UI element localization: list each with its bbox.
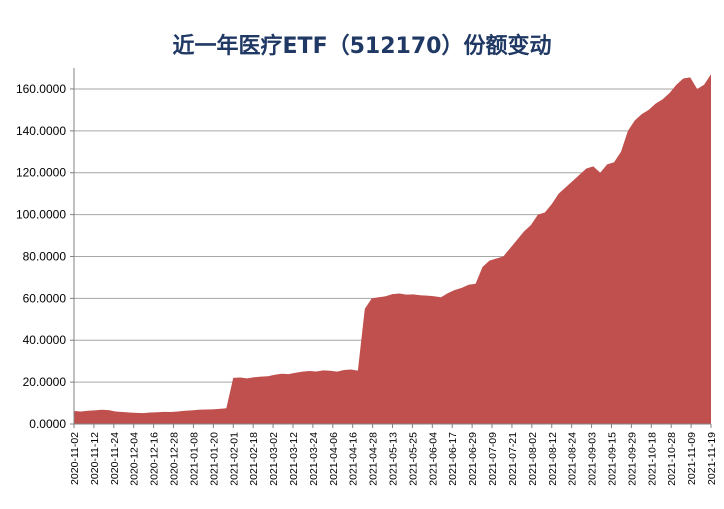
x-tick-label: 2021-06-04 — [427, 432, 439, 486]
x-tick-label: 2020-11-12 — [89, 432, 101, 485]
y-tick-label: 160.0000 — [16, 82, 66, 96]
x-tick-label: 2021-04-28 — [368, 432, 380, 486]
x-tick-label: 2021-07-09 — [487, 432, 499, 486]
x-tick-label: 2021-07-21 — [507, 432, 519, 486]
x-tick-label: 2021-02-18 — [248, 432, 260, 486]
chart-title: 近一年医疗ETF（512170）份额变动 — [172, 34, 552, 59]
x-tick-label: 2021-06-29 — [467, 432, 479, 486]
x-tick-label: 2021-11-09 — [686, 432, 698, 485]
x-tick-label: 2021-01-20 — [208, 432, 220, 486]
x-tick-label: 2021-10-28 — [666, 432, 678, 486]
x-axis-ticks: 2020-11-02 2020-11-12 2020-11-24 2020-12-04… — [69, 424, 718, 486]
x-tick-label: 2021-09-03 — [587, 432, 599, 486]
x-tick-label: 2021-11-19 — [706, 432, 718, 485]
y-tick-label: 60.0000 — [23, 291, 67, 305]
x-tick-label: 2020-12-04 — [129, 432, 141, 486]
y-tick-label: 40.0000 — [23, 333, 67, 347]
x-tick-label: 2021-09-29 — [626, 432, 638, 486]
x-tick-label: 2021-08-12 — [547, 432, 559, 486]
x-tick-label: 2021-08-02 — [527, 432, 539, 486]
x-tick-label: 2020-11-24 — [109, 432, 121, 485]
y-tick-label: 140.0000 — [16, 124, 66, 138]
x-tick-label: 2021-09-15 — [606, 432, 618, 486]
x-tick-label: 2020-12-16 — [149, 432, 161, 486]
x-tick-label: 2020-11-02 — [69, 432, 81, 485]
y-tick-label: 80.0000 — [23, 249, 67, 263]
x-tick-label: 2021-08-24 — [567, 432, 579, 486]
x-tick-label: 2021-04-16 — [348, 432, 360, 486]
x-tick-label: 2020-12-28 — [169, 432, 181, 486]
x-tick-label: 2021-10-18 — [646, 432, 658, 486]
y-tick-label: 20.0000 — [23, 375, 67, 389]
series-area — [74, 74, 711, 424]
y-tick-label: 100.0000 — [16, 208, 66, 222]
series-area-fill — [74, 74, 711, 424]
x-tick-label: 2021-05-25 — [407, 432, 419, 486]
y-axis-ticks: 0.0000 20.0000 40.0000 60.0000 80.0000 100.00… — [16, 82, 74, 431]
x-tick-label: 2021-02-01 — [228, 432, 240, 486]
x-tick-label: 2021-06-17 — [447, 432, 459, 486]
x-tick-label: 2021-03-12 — [288, 432, 300, 486]
x-tick-label: 2021-03-02 — [268, 432, 280, 486]
x-tick-label: 2021-03-24 — [308, 432, 320, 486]
x-tick-label: 2021-01-08 — [188, 432, 200, 486]
y-tick-label: 0.0000 — [29, 417, 66, 431]
y-tick-label: 120.0000 — [16, 166, 66, 180]
x-tick-label: 2021-05-13 — [388, 432, 400, 486]
x-tick-label: 2021-04-06 — [328, 432, 340, 486]
